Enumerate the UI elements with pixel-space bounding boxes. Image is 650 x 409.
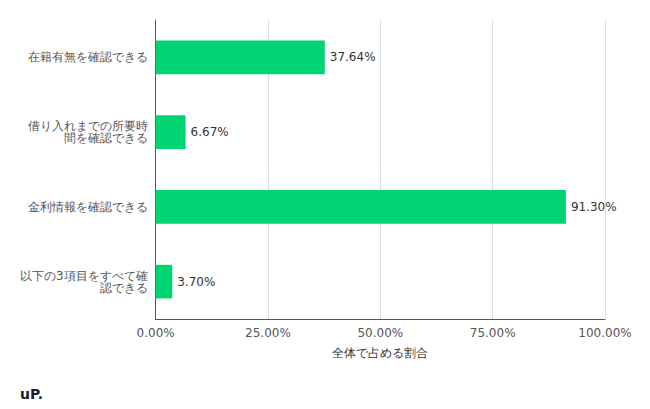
svg-text:以下の3項目をすべて確: 以下の3項目をすべて確: [20, 268, 148, 283]
svg-text:50.00%: 50.00%: [357, 326, 403, 340]
svg-text:全体で占める割合: 全体で占める割合: [332, 346, 428, 360]
svg-text:金利情報を確認できる: 金利情報を確認できる: [28, 200, 148, 214]
svg-text:認できる: 認できる: [100, 281, 148, 295]
svg-text:100.00%: 100.00%: [578, 326, 631, 340]
svg-text:25.00%: 25.00%: [245, 326, 291, 340]
svg-text:0.00%: 0.00%: [137, 326, 175, 340]
svg-text:6.67%: 6.67%: [191, 125, 229, 139]
svg-text:3.70%: 3.70%: [177, 275, 215, 289]
svg-text:75.00%: 75.00%: [470, 326, 516, 340]
svg-text:間を確認できる: 間を確認できる: [64, 131, 148, 145]
svg-text:37.64%: 37.64%: [330, 50, 376, 64]
svg-text:借り入れまでの所要時: 借り入れまでの所要時: [27, 119, 148, 134]
svg-text:91.30%: 91.30%: [571, 200, 617, 214]
svg-text:在籍有無を確認できる: 在籍有無を確認できる: [28, 50, 148, 64]
svg-text:uP.: uP.: [20, 386, 43, 402]
